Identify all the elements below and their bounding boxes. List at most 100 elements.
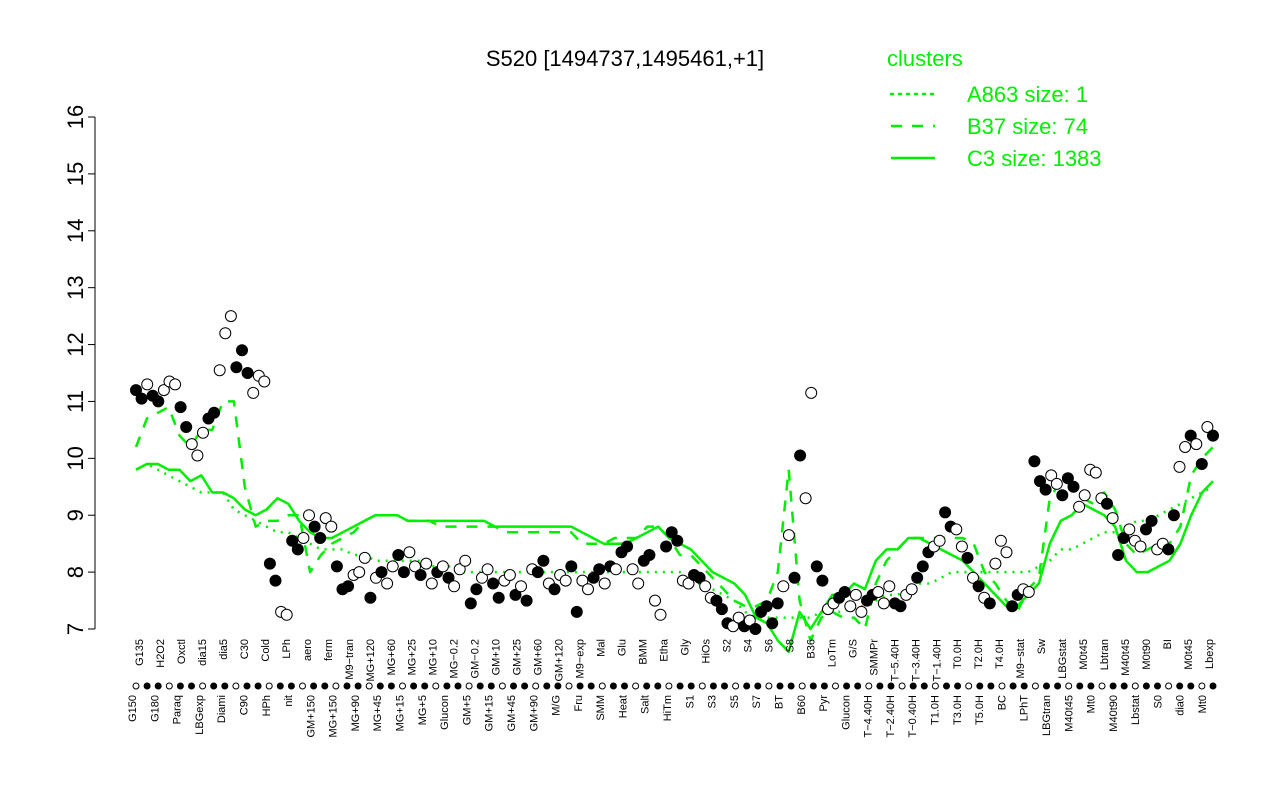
x-rug-marker xyxy=(598,682,606,690)
x-rug-marker xyxy=(665,682,673,690)
data-point xyxy=(1145,514,1158,527)
data-point xyxy=(1067,480,1080,493)
x-tick-label: G135 xyxy=(134,639,146,666)
data-point xyxy=(1089,466,1102,479)
data-point xyxy=(291,543,304,556)
data-point xyxy=(319,512,332,525)
x-tick-label: Gly xyxy=(680,639,692,656)
x-rug-marker xyxy=(1176,682,1184,690)
data-point xyxy=(693,571,706,584)
x-tick-label: G/S xyxy=(847,639,859,658)
x-rug-marker xyxy=(887,682,895,690)
x-rug-marker xyxy=(1109,682,1117,690)
x-tick-label: T−5.40H xyxy=(889,639,901,682)
x-rug-marker xyxy=(454,682,462,690)
data-point xyxy=(933,534,946,547)
x-rug-marker xyxy=(609,682,617,690)
data-point xyxy=(403,546,416,559)
x-rug-marker xyxy=(676,682,684,690)
data-point xyxy=(308,520,321,533)
data-point xyxy=(582,583,594,596)
x-tick-label: LoTm xyxy=(826,639,838,667)
data-point xyxy=(989,557,1002,570)
data-point xyxy=(1190,438,1203,451)
data-point xyxy=(448,580,461,593)
x-tick-label: M9−exp xyxy=(575,639,587,678)
data-point xyxy=(342,580,355,593)
x-tick-label: BT xyxy=(774,695,786,709)
x-tick-label: M/G xyxy=(551,695,563,716)
x-rug-marker xyxy=(132,682,140,690)
x-rug-marker xyxy=(1098,682,1106,690)
x-tick-label: LPh xyxy=(281,639,293,659)
data-point xyxy=(950,523,963,536)
data-point xyxy=(464,597,477,610)
data-point xyxy=(715,603,728,616)
data-point xyxy=(1101,497,1113,510)
data-point xyxy=(442,571,455,584)
x-rug-marker xyxy=(976,682,984,690)
data-point xyxy=(911,571,924,584)
x-rug-marker xyxy=(1054,682,1062,690)
data-point xyxy=(280,608,293,621)
data-point xyxy=(794,449,807,462)
legend-label-c3: C3 size: 1383 xyxy=(967,146,1102,171)
y-tick-label: 15 xyxy=(63,162,88,186)
data-point xyxy=(325,520,338,533)
data-point xyxy=(420,557,433,570)
data-point xyxy=(939,506,952,519)
data-point xyxy=(1056,489,1069,502)
x-rug-marker xyxy=(310,682,318,690)
x-tick-label: GM+120 xyxy=(554,639,566,682)
x-tick-label: S5 xyxy=(729,695,741,708)
x-tick-label: T1.0H xyxy=(930,695,942,725)
x-tick-label: SMM xyxy=(595,695,607,721)
data-point xyxy=(191,449,204,462)
x-rug-marker xyxy=(332,682,340,690)
x-tick-label: Pyr xyxy=(818,695,830,712)
data-point xyxy=(515,580,527,593)
data-point xyxy=(258,375,271,388)
x-tick-label: LPhT xyxy=(1019,695,1031,722)
x-tick-label: M9−stat xyxy=(1015,639,1027,678)
data-point xyxy=(520,594,533,607)
legend: clusters A863 size: 1 B37 size: 74 C3 si… xyxy=(887,46,1102,171)
data-point xyxy=(263,557,276,570)
x-rug-marker xyxy=(954,682,962,690)
data-point xyxy=(1167,509,1180,522)
data-point xyxy=(1201,421,1214,433)
x-rug-marker xyxy=(199,682,207,690)
data-point xyxy=(994,534,1007,547)
data-point xyxy=(1123,523,1136,536)
x-rug-marker xyxy=(243,682,251,690)
data-point xyxy=(297,532,310,544)
x-tick-label: GM+5 xyxy=(461,695,473,725)
x-rug-marker xyxy=(820,682,828,690)
x-tick-label: GM+25 xyxy=(512,639,524,675)
x-rug-marker xyxy=(154,682,162,690)
data-point xyxy=(314,532,327,544)
x-rug-marker xyxy=(265,682,273,690)
data-point xyxy=(565,560,578,573)
data-point xyxy=(269,574,282,587)
data-point xyxy=(169,378,182,391)
data-point xyxy=(872,586,885,598)
x-rug-marker xyxy=(232,682,240,690)
x-tick-label: M40t90 xyxy=(1108,695,1120,732)
data-point xyxy=(732,611,745,624)
x-tick-label: dia15 xyxy=(197,639,209,666)
x-tick-label: G150 xyxy=(127,695,139,722)
data-point xyxy=(643,549,656,561)
x-tick-label: Sw xyxy=(1036,639,1048,654)
data-point xyxy=(671,534,684,547)
data-point xyxy=(626,563,639,576)
data-point xyxy=(1179,441,1192,453)
x-tick-label: MG+10 xyxy=(428,639,440,675)
data-point xyxy=(760,600,773,613)
data-point xyxy=(358,551,371,564)
x-rug-marker xyxy=(931,682,939,690)
x-tick-label: dia5 xyxy=(218,639,230,660)
x-rug-marker xyxy=(554,682,562,690)
x-tick-label: Heat xyxy=(617,695,629,718)
data-point xyxy=(135,392,148,405)
